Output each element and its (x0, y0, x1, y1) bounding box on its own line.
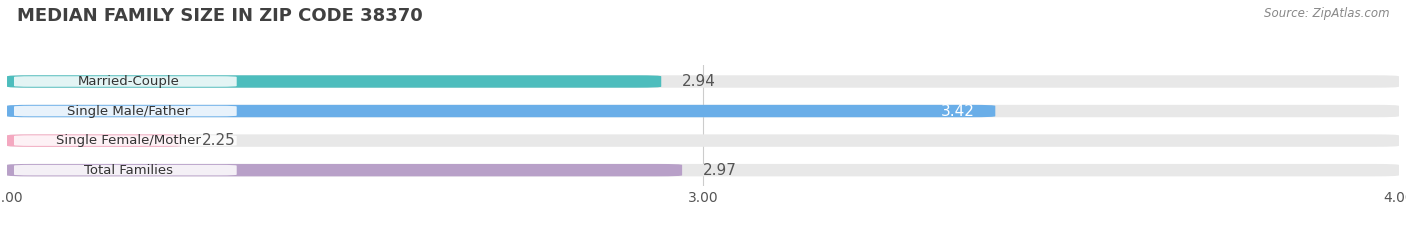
FancyBboxPatch shape (7, 75, 661, 88)
FancyBboxPatch shape (14, 135, 236, 146)
FancyBboxPatch shape (7, 105, 995, 117)
FancyBboxPatch shape (7, 134, 181, 147)
FancyBboxPatch shape (7, 164, 1399, 176)
FancyBboxPatch shape (7, 75, 1399, 88)
FancyBboxPatch shape (14, 106, 236, 116)
Text: Married-Couple: Married-Couple (77, 75, 180, 88)
FancyBboxPatch shape (7, 105, 1399, 117)
FancyBboxPatch shape (7, 164, 682, 176)
Text: MEDIAN FAMILY SIZE IN ZIP CODE 38370: MEDIAN FAMILY SIZE IN ZIP CODE 38370 (17, 7, 423, 25)
Text: 2.25: 2.25 (202, 133, 236, 148)
FancyBboxPatch shape (7, 134, 1399, 147)
Text: 3.42: 3.42 (941, 103, 974, 119)
Text: 2.94: 2.94 (682, 74, 716, 89)
Text: Source: ZipAtlas.com: Source: ZipAtlas.com (1264, 7, 1389, 20)
Text: Single Female/Mother: Single Female/Mother (56, 134, 201, 147)
Text: 2.97: 2.97 (703, 163, 737, 178)
FancyBboxPatch shape (14, 76, 236, 87)
Text: Total Families: Total Families (84, 164, 173, 177)
Text: Single Male/Father: Single Male/Father (67, 105, 190, 117)
FancyBboxPatch shape (14, 165, 236, 175)
